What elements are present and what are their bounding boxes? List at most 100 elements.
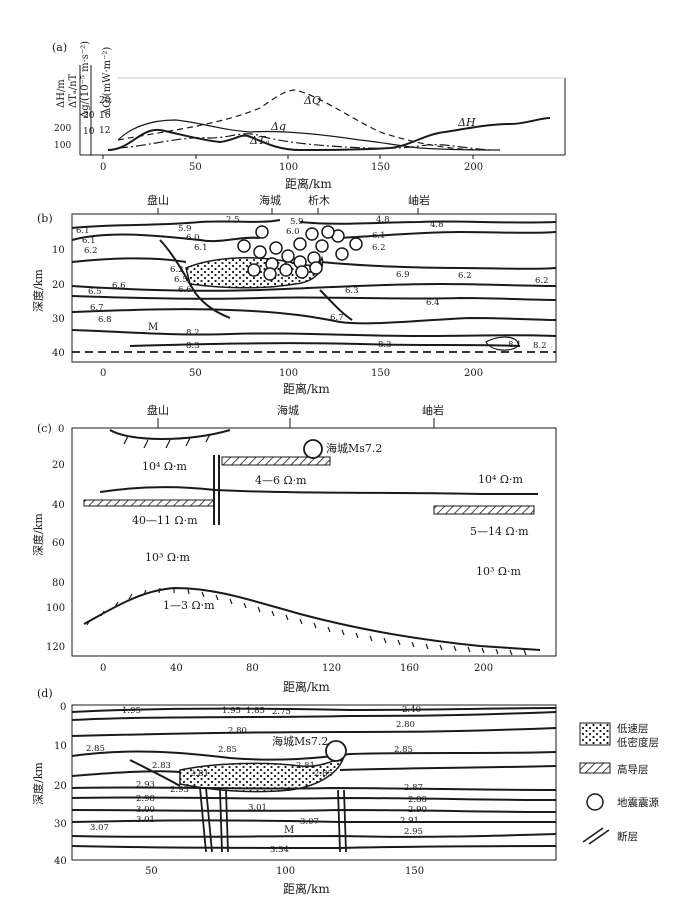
contour-label: 6.2 [458, 271, 472, 281]
density-label: 2.95 [404, 827, 423, 837]
contour-label: 6.2 [372, 243, 386, 253]
contour-label: 6.6 [112, 281, 126, 291]
panel-c-y-tick: 0 [58, 424, 64, 435]
basin-fault-ticks [123, 433, 211, 449]
contour-d [71, 727, 557, 737]
contour-d [71, 796, 557, 801]
contour-label: 6.2 [84, 246, 98, 256]
panel-c-x-tick: 200 [474, 663, 493, 674]
contour-b [71, 219, 281, 229]
panel-c-y-tick: 100 [46, 603, 65, 614]
legend-low-velocity: 低速层 [617, 722, 649, 735]
contour-b [71, 257, 187, 263]
contour-label: 8.3 [186, 341, 200, 351]
density-label: 1.95 [222, 706, 241, 716]
contour-b [485, 336, 519, 351]
density-label: 3.00 [136, 805, 155, 815]
contour-d [71, 833, 557, 838]
contour-label: 6.0 [286, 227, 300, 237]
panel-a: (a) ΔH/m ΔTₐ/nT Δg/(10⁻⁵ m·s⁻²) ΔQ/(mW·m… [52, 41, 566, 191]
density-label: 1.85 [246, 706, 265, 716]
panel-c-x-tick: 120 [322, 663, 341, 674]
contour-label: 6.2 [535, 276, 549, 286]
curve-dt [117, 133, 491, 151]
place-xiuyan-c: 岫岩 [422, 403, 444, 417]
contour-b [321, 261, 557, 270]
density-label: 2.85 [314, 769, 333, 779]
contour-d [71, 786, 557, 791]
panel-d-frame [71, 704, 557, 861]
contour-b [71, 233, 261, 243]
panel-c-ylabel: 深度/km [31, 513, 45, 556]
hypocenter-cluster [237, 225, 363, 281]
panel-c-y-tick: 40 [52, 500, 65, 511]
panel-c-x-tick: 80 [246, 663, 259, 674]
contour-d [71, 711, 557, 721]
resistivity-label: 5—14 Ω·m [470, 525, 529, 538]
contour-label: 6.1 [372, 231, 386, 241]
contour-label: 8.2 [533, 341, 547, 351]
contour-label: 6.2 [170, 265, 184, 275]
panel-b-ylabel: 深度/km [31, 269, 45, 312]
contour-label: 6.9 [396, 270, 410, 280]
hypocenter-d [325, 740, 347, 762]
panel-d-y-tick: 40 [54, 856, 67, 867]
contour-d [71, 750, 557, 761]
panel-d-x-tick: 50 [145, 866, 158, 877]
contour-label: 6.1 [76, 226, 90, 236]
density-label: 3.01 [248, 803, 267, 813]
legend-hypocenter: 地震震源 [617, 796, 659, 809]
contour-label: 5.9 [178, 224, 192, 234]
moho-label-b: M [148, 322, 158, 333]
panel-a-g-tick: 10 [83, 127, 95, 137]
density-label: 2.81 [296, 761, 315, 771]
contour-b [71, 308, 557, 325]
legend-fault-icon [582, 827, 610, 845]
panel-d: (d) 深度/km 0 10 20 30 40 50 100 150 距离/km [31, 687, 557, 896]
label-dg: Δg [270, 120, 286, 133]
panel-d-y-tick: 30 [54, 819, 67, 830]
panel-d-xlabel: 距离/km [283, 881, 330, 896]
panel-a-x-tick: 100 [279, 162, 298, 173]
panel-a-g-tick: 20 [83, 111, 95, 121]
contour-label: 8.2 [186, 328, 200, 338]
contour-b-dip [159, 239, 231, 319]
contour-d [71, 707, 557, 713]
density-label: 2.75 [272, 707, 291, 717]
panel-a-q-tick: 12 [99, 126, 110, 136]
boundary-c [99, 486, 538, 495]
panel-a-x-tick: 150 [371, 162, 390, 173]
contour-label: 6.6 [178, 285, 192, 295]
density-label: 2.83 [152, 761, 171, 771]
panel-c-y-tick: 60 [52, 538, 65, 549]
density-label: 2.85 [394, 745, 413, 755]
contour-d [339, 765, 557, 771]
contour-b [71, 295, 557, 301]
legend-fault: 断层 [617, 830, 638, 843]
density-label: 3.07 [300, 817, 319, 827]
panel-b-y-tick: 30 [52, 314, 65, 325]
fault-d-1 [199, 787, 213, 853]
panel-b-y-tick: 20 [52, 280, 65, 291]
contour-label: 6.8 [98, 315, 112, 325]
resistivity-label: 4—6 Ω·m [255, 474, 307, 487]
contour-b-dip [319, 289, 353, 321]
panel-a-x-tick: 50 [189, 162, 202, 173]
high-conductive-layer-right [433, 505, 535, 515]
panel-c-x-tick: 0 [100, 663, 106, 674]
panel-b-y-tick: 40 [52, 348, 65, 359]
panel-d-x-tick: 150 [405, 866, 424, 877]
panel-a-ylabel-dt: ΔTₐ/nT [68, 73, 79, 108]
density-label: 3.34 [270, 845, 289, 855]
density-label: 2.81 [190, 769, 209, 779]
contour-label: 6.1 [82, 236, 96, 246]
density-label: 2.85 [218, 745, 237, 755]
resistivity-label: 10⁴ Ω·m [142, 460, 188, 473]
panel-b: (b) 盘山 海城 析木 岫岩 深度/km 10 20 30 40 0 50 1… [31, 193, 557, 396]
panel-d-y-tick: 20 [54, 781, 67, 792]
curve-dh [107, 117, 551, 152]
place-ximu: 析木 [308, 193, 330, 207]
place-haicheng: 海城 [259, 193, 281, 207]
resistivity-label: 10³ Ω·m [476, 565, 522, 578]
high-conductive-layer-lower [83, 499, 215, 507]
